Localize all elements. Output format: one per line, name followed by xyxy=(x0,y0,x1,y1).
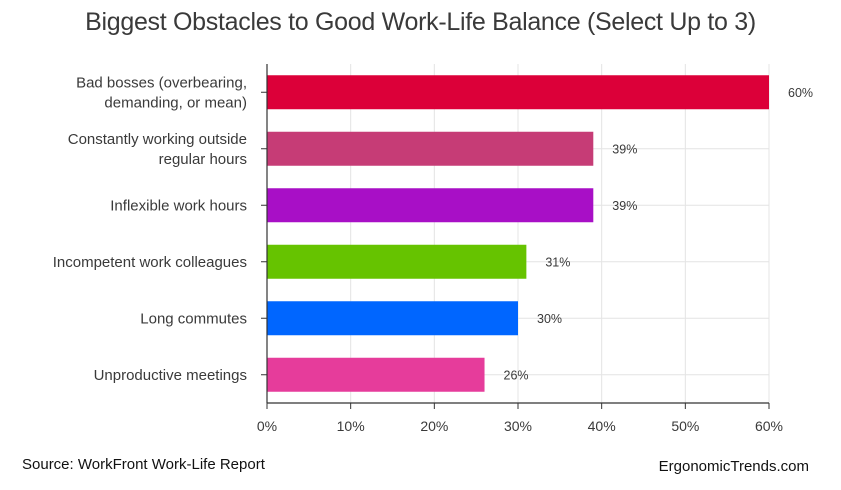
x-tick-label: 40% xyxy=(588,418,616,434)
bar xyxy=(267,131,594,166)
x-tick-label: 10% xyxy=(337,418,365,434)
axes xyxy=(261,64,770,409)
bar-value-label: 60% xyxy=(788,86,813,100)
x-tick-label: 20% xyxy=(420,418,448,434)
labels: 0% 10% 20% 30% 40% 50% 60% 60% Bad bosses (overb… xyxy=(53,74,813,434)
bar-value-label: 39% xyxy=(612,199,637,213)
category-label: Inflexible work hours xyxy=(110,197,247,214)
x-tick-label: 50% xyxy=(671,418,699,434)
x-tick-label: 60% xyxy=(755,418,783,434)
category-label: demanding, or mean) xyxy=(104,94,247,111)
bars xyxy=(267,75,769,392)
bar-value-label: 30% xyxy=(537,312,562,326)
chart-title: Biggest Obstacles to Good Work-Life Bala… xyxy=(85,8,756,36)
gridlines xyxy=(267,64,770,403)
category-label: Long commutes xyxy=(140,310,247,327)
category-label: Unproductive meetings xyxy=(94,367,247,384)
source-note: Source: WorkFront Work-Life Report xyxy=(22,456,265,473)
bar xyxy=(267,244,527,279)
bar xyxy=(267,188,594,223)
bar xyxy=(267,357,485,392)
category-label: Incompetent work colleagues xyxy=(53,254,247,271)
bar xyxy=(267,75,769,110)
bar-value-label: 26% xyxy=(504,368,529,382)
bar-value-label: 31% xyxy=(545,255,570,269)
category-label: Constantly working outside xyxy=(68,131,247,148)
bar-value-label: 39% xyxy=(612,142,637,156)
category-label: Bad bosses (overbearing, xyxy=(76,74,247,91)
x-tick-label: 0% xyxy=(257,418,277,434)
x-tick-label: 30% xyxy=(504,418,532,434)
bar xyxy=(267,301,518,336)
site-credit: ErgonomicTrends.com xyxy=(658,458,809,475)
category-label: regular hours xyxy=(159,151,247,168)
